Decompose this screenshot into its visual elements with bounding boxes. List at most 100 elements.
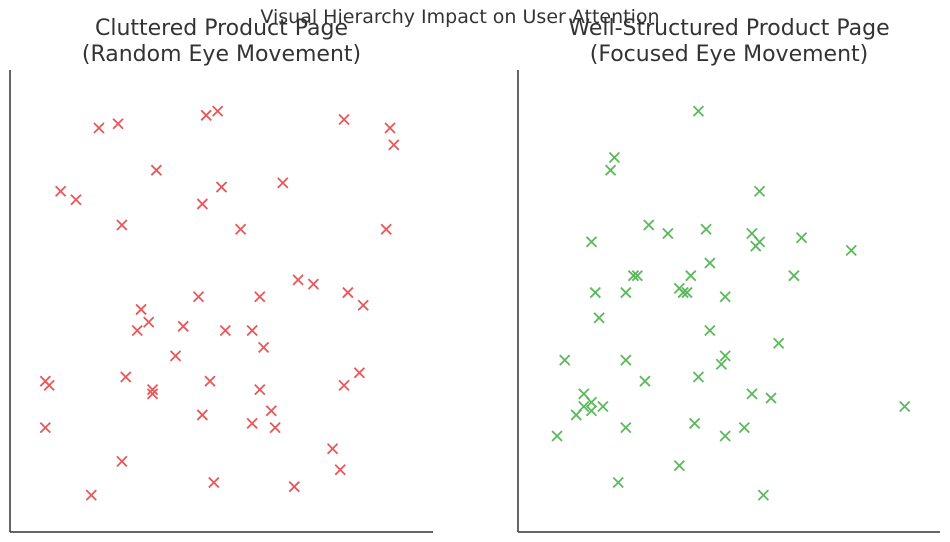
left-point-0	[93, 122, 105, 134]
left-point-11	[277, 177, 289, 189]
right-point-49	[757, 489, 770, 501]
left-point-22	[135, 303, 147, 316]
right-point-38	[597, 400, 609, 413]
left-point-35	[43, 379, 55, 392]
left-plot-title-line2: (Random Eye Movement)	[81, 42, 362, 67]
right-plot-title-line2: (Focused Eye Movement)	[589, 42, 869, 67]
left-point-14	[235, 223, 247, 235]
left-point-31	[120, 371, 132, 383]
left-point-3	[212, 105, 224, 117]
right-point-35	[765, 392, 777, 404]
left-point-10	[215, 181, 228, 193]
right-point-27	[719, 350, 731, 362]
left-point-40	[196, 409, 208, 421]
right-point-48	[612, 476, 624, 489]
left-point-24	[131, 324, 143, 337]
right-point-42	[688, 417, 701, 430]
right-point-7	[585, 236, 598, 248]
right-point-25	[704, 324, 716, 337]
right-point-6	[662, 227, 674, 240]
left-point-47	[208, 476, 220, 489]
left-point-29	[169, 350, 182, 362]
left-point-33	[338, 379, 350, 392]
left-point-23	[143, 316, 155, 328]
right-point-12	[845, 244, 857, 256]
left-point-36	[146, 383, 159, 396]
right-point-0	[692, 105, 705, 117]
left-point-7	[150, 164, 163, 176]
right-point-4	[643, 219, 655, 231]
right-scatter-panel	[517, 70, 940, 533]
right-point-45	[719, 430, 731, 442]
right-point-29	[620, 354, 632, 366]
right-point-23	[719, 291, 731, 303]
left-point-32	[204, 375, 216, 387]
left-point-15	[380, 223, 392, 235]
right-point-1	[608, 151, 621, 164]
right-point-16	[685, 270, 697, 282]
left-point-41	[246, 417, 258, 430]
left-point-26	[219, 324, 231, 337]
right-point-11	[795, 232, 808, 244]
right-point-2	[604, 164, 617, 176]
left-point-44	[326, 443, 339, 455]
right-point-3	[753, 185, 766, 197]
left-point-28	[257, 341, 270, 354]
right-point-15	[627, 270, 640, 282]
left-point-16	[292, 274, 304, 286]
right-point-26	[773, 337, 785, 349]
right-scatter-points	[551, 105, 911, 501]
left-scatter-points	[39, 105, 400, 501]
right-point-20	[677, 286, 689, 299]
left-point-4	[338, 113, 350, 126]
left-point-17	[307, 278, 320, 290]
right-point-44	[738, 421, 750, 434]
left-point-2	[200, 109, 212, 121]
right-point-24	[593, 312, 605, 324]
left-point-1	[112, 118, 124, 130]
left-point-19	[192, 291, 205, 303]
right-point-34	[746, 388, 758, 400]
right-point-30	[715, 358, 727, 370]
left-point-37	[146, 388, 159, 400]
left-point-43	[39, 421, 51, 434]
left-point-39	[265, 405, 277, 417]
left-point-30	[353, 367, 366, 379]
right-point-19	[681, 286, 693, 299]
left-point-21	[357, 299, 369, 311]
right-point-22	[620, 286, 632, 299]
left-point-49	[85, 489, 97, 501]
right-point-31	[692, 371, 705, 383]
right-point-46	[551, 430, 563, 442]
left-plot-title-line1: Cluttered Product Page	[94, 16, 349, 41]
left-point-12	[196, 198, 208, 210]
left-point-6	[388, 139, 400, 151]
left-point-27	[246, 324, 258, 337]
right-point-17	[788, 270, 800, 282]
right-point-41	[899, 400, 911, 413]
left-point-38	[254, 383, 266, 396]
figure-suptitle: Visual Hierarchy Impact on User Attentio…	[260, 6, 660, 28]
right-point-5	[700, 223, 712, 235]
left-point-5	[384, 122, 396, 134]
left-point-18	[342, 286, 354, 299]
right-point-14	[631, 270, 643, 282]
left-plot-title: Cluttered Product Page (Random Eye Movem…	[10, 16, 433, 68]
right-point-32	[639, 375, 651, 387]
right-point-40	[570, 409, 582, 421]
right-point-13	[704, 257, 716, 269]
right-plot-title-line1: Well-Structured Product Page	[568, 16, 890, 41]
right-plot-title: Well-Structured Product Page (Focused Ey…	[518, 16, 940, 68]
left-point-8	[55, 185, 67, 197]
left-point-42	[269, 421, 281, 434]
left-point-45	[334, 464, 346, 476]
left-point-25	[177, 320, 189, 332]
right-point-47	[673, 459, 685, 472]
left-point-13	[116, 219, 128, 231]
left-point-48	[288, 481, 300, 493]
left-point-46	[116, 455, 128, 467]
right-point-21	[589, 286, 601, 299]
left-scatter-panel	[9, 70, 433, 533]
right-point-28	[559, 354, 571, 366]
